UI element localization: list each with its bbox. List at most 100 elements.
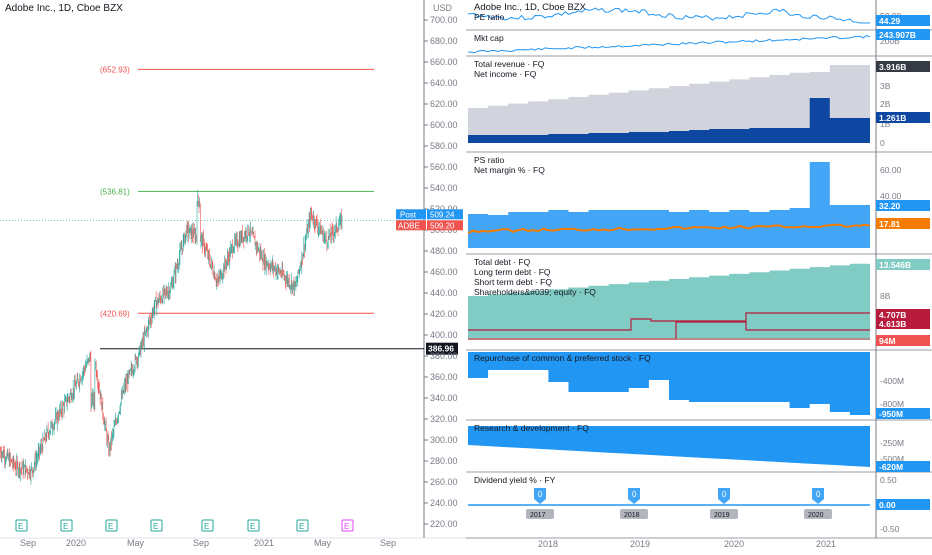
long-term-debt-tag: 4.707B <box>879 310 906 320</box>
dividend-year-box <box>526 509 554 519</box>
price-tick-label: 280.00 <box>430 456 458 466</box>
base-level-value: 386.96 <box>428 344 454 354</box>
ps-ratio-tag-box <box>876 200 930 211</box>
fund-chart-title: Adobe Inc., 1D, Cboe BZX <box>474 2 587 13</box>
pane-label: Dividend yield % · FY <box>474 475 556 485</box>
earnings-marker-box <box>247 519 260 532</box>
earnings-marker-box <box>201 519 214 532</box>
pane-tick-label: -800M <box>880 399 904 409</box>
price-axis[interactable]: 220.00 240.00 260.00 280.00 300.00 320.00 340.… <box>424 15 458 529</box>
pane-tick-label: 2B <box>880 99 891 109</box>
earnings-marker-box <box>15 519 28 532</box>
earnings-marker-box <box>150 519 163 532</box>
mkt-cap-tag-box <box>876 29 930 40</box>
dividend-year-box <box>620 509 648 519</box>
price-chart[interactable]: Adobe Inc., 1D, Cboe BZX USD (652.93) (53… <box>0 0 466 550</box>
pane-tick-label: -400M <box>880 376 904 386</box>
dividend-year-box <box>804 509 832 519</box>
price-tick-label: 240.00 <box>430 498 458 508</box>
price-tick-label: 620.00 <box>430 99 458 109</box>
total-revenue-area <box>468 65 870 143</box>
price-tick-label: 260.00 <box>430 477 458 487</box>
total-debt-tag: 13.546B <box>879 260 911 270</box>
price-tick-label: 660.00 <box>430 57 458 67</box>
fundamentals-time-axis[interactable]: 2018 2019 2020 2021 <box>538 539 836 549</box>
earnings-marker: E <box>15 519 28 532</box>
net-income-tag-box <box>876 112 930 123</box>
total-debt-line <box>468 312 870 331</box>
price-tick-label: 340.00 <box>430 393 458 403</box>
fund-time-tick-label: 2018 <box>538 539 558 549</box>
dividend-year-label: 2019 <box>714 512 730 519</box>
fund-time-tick-label: 2021 <box>816 539 836 549</box>
equity-tag-box <box>876 335 930 346</box>
dividend-tag-box <box>876 499 930 510</box>
earnings-marker: E <box>105 519 118 532</box>
pe-ratio-tag-box <box>876 15 930 26</box>
earnings-marker-label: E <box>18 522 23 531</box>
pane-tick-label: 0.50 <box>880 475 897 485</box>
earnings-marker-box <box>60 519 73 532</box>
price-tick-label: 520.00 <box>430 204 458 214</box>
pane-tick-label: 1B <box>880 119 891 129</box>
time-tick-label: May <box>127 538 145 548</box>
pane-tick-label: -500M <box>880 454 904 464</box>
adbe-value: 509.20 <box>430 221 455 230</box>
time-tick-label: 2021 <box>254 538 274 548</box>
total-debt-tag-box <box>876 259 930 270</box>
time-tick-label: Sep <box>380 538 396 548</box>
earnings-marker: E <box>201 519 214 532</box>
rnd-tag: -620M <box>879 462 903 472</box>
earnings-marker: E <box>60 519 73 532</box>
dividend-year-label: 2017 <box>530 512 546 519</box>
net-margin-line <box>467 223 871 234</box>
price-tick-label: 320.00 <box>430 414 458 424</box>
dividend-flag <box>628 488 640 504</box>
post-label-box <box>396 209 426 220</box>
dividend-flag <box>718 488 730 504</box>
price-tick-label: 640.00 <box>430 78 458 88</box>
pane-tick-label: 60.00 <box>880 165 902 175</box>
repurchase-tag: -950M <box>879 409 903 419</box>
dividend-year-label: 2020 <box>808 512 824 519</box>
adbe-label: ADBE <box>398 221 420 230</box>
price-tick-label: 300.00 <box>430 435 458 445</box>
pane-label: Research & development · FQ <box>474 423 589 433</box>
base-level-tag <box>426 342 458 355</box>
dividend-flag-value: 0 <box>722 490 727 499</box>
adbe-value-box <box>427 220 463 231</box>
earnings-marker-label: E <box>153 522 158 531</box>
price-tick-label: 380.00 <box>430 351 458 361</box>
ps-ratio-tag: 32.20 <box>879 201 901 211</box>
long-term-debt-tag-box <box>876 309 930 320</box>
net-income-tag: 1.261B <box>879 113 906 123</box>
dividend-pane: Dividend yield % · FY 0.50 -0.50 0.00 0 2017 0… <box>468 475 930 534</box>
time-tick-label: Sep <box>193 538 209 548</box>
price-tick-label: 220.00 <box>430 519 458 529</box>
rnd-pane: Research & development · FQ -250M -500M-62… <box>468 423 930 472</box>
post-value-box <box>427 209 463 220</box>
price-grid <box>0 0 466 539</box>
time-axis[interactable]: Sep 2020 May Sep 2021 May Sep <box>20 538 396 548</box>
repurchase-pane: Repurchase of common & preferred stock ·… <box>468 352 930 419</box>
pane-label: Long term debt · FQ <box>474 267 551 277</box>
dividend-flag <box>812 488 824 504</box>
pane-label: Shareholders&#039; equity · FQ <box>474 287 596 297</box>
fib-level-label: (652.93) <box>100 65 130 74</box>
time-tick-label: Sep <box>20 538 36 548</box>
dividend-flag-value: 0 <box>538 490 543 499</box>
pane-label: Total debt · FQ <box>474 257 531 267</box>
pane-label: PE ratio <box>474 12 505 22</box>
next-earnings-box <box>341 519 354 532</box>
earnings-marker-label: E <box>63 522 68 531</box>
price-chart-panel[interactable]: Adobe Inc., 1D, Cboe BZX USD (652.93) (53… <box>0 0 466 550</box>
repurchase-area <box>468 352 870 415</box>
post-label: Post <box>400 210 417 219</box>
